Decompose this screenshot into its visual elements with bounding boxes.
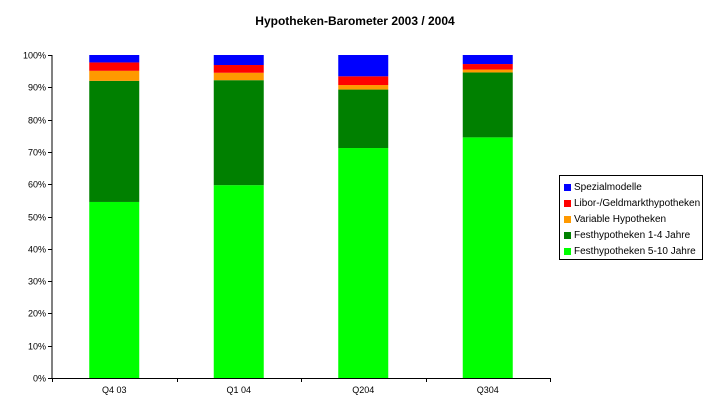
legend-swatch <box>564 247 571 255</box>
bar-segment <box>213 185 264 378</box>
legend-label: Festhypotheken 5-10 Jahre <box>574 245 696 257</box>
bar-segment <box>213 72 264 81</box>
bar-segment <box>462 55 513 65</box>
y-tick-label: 50% <box>28 213 46 223</box>
legend-swatch <box>564 199 571 207</box>
legend-item: Libor-/Geldmarkthypotheken <box>564 195 702 211</box>
legend-label: Libor-/Geldmarkthypotheken <box>574 197 701 209</box>
y-tick-label: 30% <box>28 277 46 287</box>
legend-label: Spezialmodelle <box>574 181 642 193</box>
y-tick-label: 70% <box>28 148 46 158</box>
y-tick-label: 0% <box>33 374 46 384</box>
y-axis: 0% 10% 20% 30% 40% 50% 60% 70% 80% 90% 100% <box>23 51 53 384</box>
chart-title: Hypotheken-Barometer 2003 / 2004 <box>255 14 455 28</box>
y-tick-label: 20% <box>28 309 46 319</box>
x-tick-label: Q304 <box>477 385 499 395</box>
y-tick-label: 60% <box>28 180 46 190</box>
legend-label: Festhypotheken 1-4 Jahre <box>574 229 691 241</box>
legend-swatch <box>564 183 571 191</box>
bar-segment <box>462 69 513 73</box>
legend-item: Festhypotheken 5-10 Jahre <box>564 243 702 259</box>
y-tick-label: 80% <box>28 116 46 126</box>
legend-swatch <box>564 215 571 223</box>
bar-segment <box>338 89 389 149</box>
bar-stacks <box>89 55 513 378</box>
bar-segment <box>338 85 389 90</box>
bar-segment <box>89 70 140 81</box>
x-tick-label: Q4 03 <box>102 385 127 395</box>
y-tick-label: 10% <box>28 342 46 352</box>
bar-segment <box>462 64 513 70</box>
y-tick-label: 100% <box>23 51 46 61</box>
bar-segment <box>462 72 513 138</box>
legend-swatch <box>564 231 571 239</box>
bar-segment <box>213 80 264 186</box>
legend-label: Variable Hypotheken <box>574 213 667 225</box>
x-axis: Q4 03 Q1 04 Q204 Q304 <box>52 378 551 395</box>
y-tick-label: 90% <box>28 83 46 93</box>
bar-segment <box>89 62 140 71</box>
bar-segment <box>338 76 389 86</box>
bar-segment <box>89 201 140 378</box>
bar-segment <box>213 55 264 66</box>
bar-segment <box>89 80 140 202</box>
legend-item: Spezialmodelle <box>564 179 702 195</box>
bar-segment <box>338 148 389 378</box>
bar-segment <box>338 55 389 77</box>
x-tick-label: Q1 04 <box>226 385 251 395</box>
bar-segment <box>213 65 264 73</box>
x-tick-label: Q204 <box>352 385 374 395</box>
bar-segment <box>462 137 513 378</box>
legend-item: Variable Hypotheken <box>564 211 702 227</box>
legend-item: Festhypotheken 1-4 Jahre <box>564 227 702 243</box>
y-tick-label: 40% <box>28 245 46 255</box>
legend: Spezialmodelle Libor-/Geldmarkthypotheken… <box>559 175 703 260</box>
bar-segment <box>89 55 140 63</box>
